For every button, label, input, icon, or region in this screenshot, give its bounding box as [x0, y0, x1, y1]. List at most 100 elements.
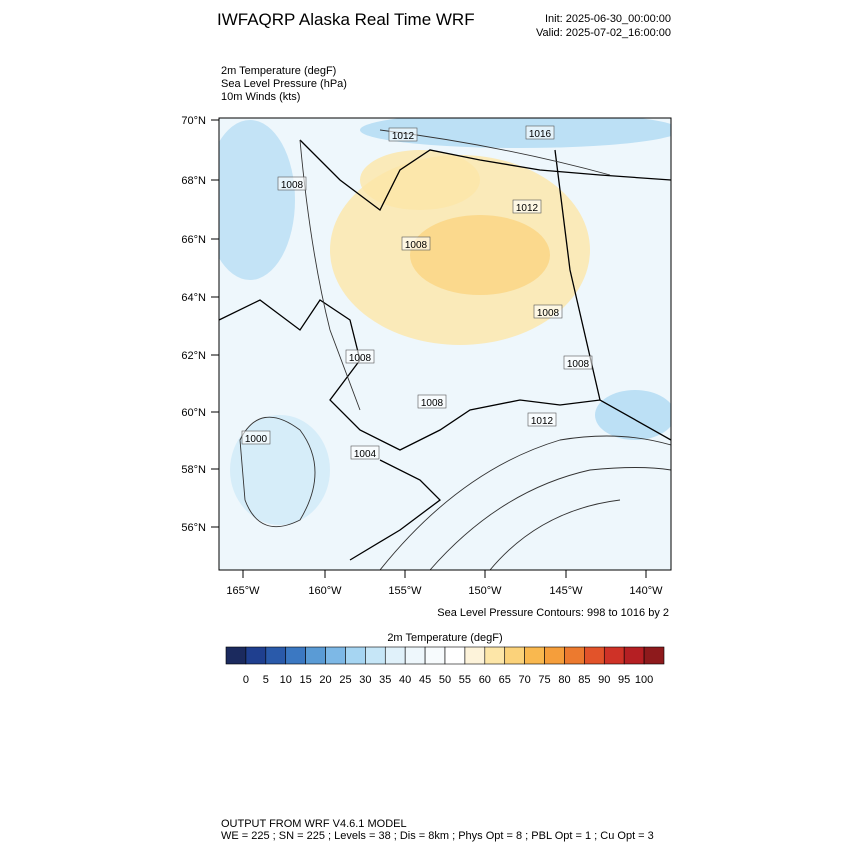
contour-label-box	[388, 127, 418, 142]
colorbar-swatch	[384, 646, 406, 665]
colorbar-swatch	[325, 646, 346, 665]
isobar	[489, 499, 621, 570]
isobar	[379, 435, 671, 570]
contour-label: 1008	[537, 308, 560, 319]
colorbar-label: 90	[598, 674, 610, 686]
contour-label: 1000	[245, 434, 268, 445]
lat-tick-label: 68°N	[181, 175, 206, 187]
colorbar-label: 30	[359, 674, 371, 686]
title: IWFAQRP Alaska Real Time WRF	[217, 10, 475, 29]
lat-tick-label: 60°N	[181, 407, 206, 419]
contour-label-box	[241, 430, 271, 445]
colorbar-swatch	[345, 646, 366, 665]
lat-tick-label: 56°N	[181, 522, 206, 534]
colorbar-swatch	[265, 646, 287, 665]
colorbar-swatch	[484, 646, 506, 665]
contour-labels: 1012 1016 1008 1012 1008 1008 1008 1008 1008 1012…	[241, 125, 593, 460]
lat-tick-label: 64°N	[181, 292, 206, 304]
coastline	[299, 139, 671, 211]
contour-label: 1008	[281, 180, 304, 191]
footer-line: WE = 225 ; SN = 225 ; Levels = 38 ; Dis …	[221, 830, 654, 842]
lat-tick-label: 62°N	[181, 350, 206, 362]
colorbar-swatch	[643, 646, 665, 665]
valid-time: Valid: 2025-07-02_16:00:00	[536, 27, 671, 39]
cool-area	[219, 120, 295, 280]
lon-tick-label: 165°W	[226, 585, 260, 597]
field-label: 2m Temperature (degF)	[221, 65, 336, 77]
contour-label-box	[350, 445, 380, 460]
colorbar-swatch	[245, 646, 267, 665]
contour-label-box	[563, 355, 593, 370]
colorbar-label: 20	[319, 674, 331, 686]
colorbar-label: 5	[263, 674, 269, 686]
cool-area	[360, 118, 671, 148]
colorbar-label: 45	[419, 674, 431, 686]
field-label: 10m Winds (kts)	[221, 91, 300, 103]
colorbar-label: 95	[618, 674, 630, 686]
colorbar-label: 75	[538, 674, 550, 686]
colorbar-label: 10	[280, 674, 292, 686]
axes: 70°N 68°N 66°N 64°N 62°N 60°N 58°N 56°N 165°W 160…	[181, 115, 663, 597]
contour-label-box	[277, 176, 307, 191]
map-frame	[218, 117, 672, 571]
isobar	[429, 467, 671, 570]
contour-label: 1008	[567, 359, 590, 370]
contour-label-box	[512, 199, 542, 214]
lon-tick-label: 145°W	[549, 585, 583, 597]
colorbar-swatch	[524, 646, 545, 665]
colorbar-label: 70	[519, 674, 531, 686]
warm-area	[410, 215, 550, 295]
contour-label: 1012	[392, 131, 415, 142]
colorbar-swatch	[305, 646, 326, 665]
lon-tick-label: 140°W	[629, 585, 663, 597]
contour-label-box	[533, 304, 563, 319]
contour-label: 1012	[531, 416, 554, 427]
colorbar-label: 25	[339, 674, 351, 686]
cool-area	[595, 390, 671, 440]
colorbar-label: 40	[399, 674, 411, 686]
map	[219, 118, 671, 570]
footer-line: OUTPUT FROM WRF V4.6.1 MODEL	[221, 818, 407, 830]
colorbar-swatch	[285, 646, 306, 665]
colorbar-label: 85	[578, 674, 590, 686]
contour-label-box	[527, 412, 557, 427]
colorbar-swatch	[564, 646, 585, 665]
colorbar-swatch	[225, 646, 247, 665]
coastline	[219, 299, 671, 451]
lon-tick-label: 160°W	[308, 585, 342, 597]
colorbar-label: 50	[439, 674, 451, 686]
colorbar-swatch	[464, 646, 486, 665]
lat-tick-label: 70°N	[181, 115, 206, 127]
warm-area	[360, 150, 480, 210]
colorbar-swatch	[424, 646, 446, 665]
isobar	[239, 416, 316, 528]
contour-label: 1016	[529, 129, 552, 140]
colorbar-swatch	[623, 646, 645, 665]
colorbar-swatch	[404, 646, 426, 665]
lon-tick-label: 155°W	[388, 585, 422, 597]
field-label: Sea Level Pressure (hPa)	[221, 78, 347, 90]
contour-label: 1008	[421, 398, 444, 409]
colorbar-label: 0	[243, 674, 249, 686]
lon-tick-label: 150°W	[468, 585, 502, 597]
contour-note: Sea Level Pressure Contours: 998 to 1016…	[437, 607, 669, 619]
contour-label-box	[401, 236, 431, 251]
lat-tick-label: 58°N	[181, 464, 206, 476]
lat-tick-label: 66°N	[181, 234, 206, 246]
colorbar: 0 5 10 15 20 25 30 35 40 45 50 55 60 65 70 75 80 85 90 95 10…	[225, 646, 665, 686]
colorbar-swatch	[365, 646, 386, 665]
contour-label-box	[345, 349, 375, 364]
colorbar-title: 2m Temperature (degF)	[387, 632, 502, 644]
isobar	[299, 139, 361, 411]
colorbar-swatch	[584, 646, 605, 665]
contour-label: 1012	[516, 203, 539, 214]
colorbar-label: 60	[479, 674, 491, 686]
colorbar-label: 80	[558, 674, 570, 686]
colorbar-swatch	[603, 646, 625, 665]
contour-label-box	[525, 125, 555, 140]
contour-label: 1008	[349, 353, 372, 364]
colorbar-swatch	[544, 646, 565, 665]
contour-label-box	[417, 394, 447, 409]
contour-label: 1004	[354, 449, 377, 460]
